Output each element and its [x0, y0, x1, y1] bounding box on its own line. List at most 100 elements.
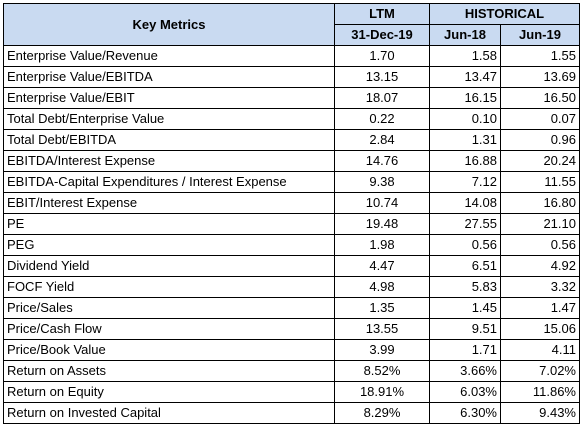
table-row: EBITDA-Capital Expenditures / Interest E…: [3, 171, 580, 193]
historical-jun19-cell: 4.92: [500, 255, 580, 277]
metric-name-cell: PEG: [3, 234, 335, 256]
metric-name-cell: Return on Assets: [3, 360, 335, 382]
historical-jun18-cell: 9.51: [429, 318, 501, 340]
historical-jun19-cell: 0.96: [500, 129, 580, 151]
ltm-value-cell: 9.38: [334, 171, 430, 193]
ltm-value-cell: 8.52%: [334, 360, 430, 382]
header-row-bottom: 31-Dec-19 Jun-18 Jun-19: [4, 24, 580, 46]
metric-name-cell: EBIT/Interest Expense: [3, 192, 335, 214]
historical-jun19-cell: 3.32: [500, 276, 580, 298]
table-row: Total Debt/Enterprise Value 0.22 0.10 0.07: [3, 108, 580, 130]
metric-name-cell: Price/Sales: [3, 297, 335, 319]
table-row: Return on Equity 18.91% 6.03% 11.86%: [3, 381, 580, 403]
historical-jun18-cell: 14.08: [429, 192, 501, 214]
historical-jun18-cell: 6.30%: [429, 402, 501, 424]
ltm-value-cell: 8.29%: [334, 402, 430, 424]
historical-col1-heading: Jun-18: [429, 24, 501, 46]
historical-jun19-cell: 11.55: [500, 171, 580, 193]
ltm-value-cell: 19.48: [334, 213, 430, 235]
historical-jun18-cell: 1.31: [429, 129, 501, 151]
metric-name-cell: Total Debt/EBITDA: [3, 129, 335, 151]
historical-jun19-cell: 0.07: [500, 108, 580, 130]
historical-col2-heading: Jun-19: [500, 24, 580, 46]
ltm-value-cell: 10.74: [334, 192, 430, 214]
ltm-value-cell: 18.07: [334, 87, 430, 109]
ltm-value-cell: 4.98: [334, 276, 430, 298]
historical-jun18-cell: 1.45: [429, 297, 501, 319]
table-row: PE 19.48 27.55 21.10: [3, 213, 580, 235]
historical-jun18-cell: 6.51: [429, 255, 501, 277]
historical-jun18-cell: 1.71: [429, 339, 501, 361]
historical-jun18-cell: 7.12: [429, 171, 501, 193]
metric-name-cell: FOCF Yield: [3, 276, 335, 298]
historical-jun19-cell: 21.10: [500, 213, 580, 235]
metric-name-cell: Total Debt/Enterprise Value: [3, 108, 335, 130]
table-row: Price/Sales 1.35 1.45 1.47: [3, 297, 580, 319]
historical-jun19-cell: 0.56: [500, 234, 580, 256]
table-row: EBITDA/Interest Expense 14.76 16.88 20.24: [3, 150, 580, 172]
metric-name-cell: Return on Invested Capital: [3, 402, 335, 424]
table-row: Enterprise Value/EBIT 18.07 16.15 16.50: [3, 87, 580, 109]
metric-name-cell: Return on Equity: [3, 381, 335, 403]
ltm-value-cell: 14.76: [334, 150, 430, 172]
metric-name-cell: Dividend Yield: [3, 255, 335, 277]
metric-name-cell: Enterprise Value/Revenue: [3, 45, 335, 67]
key-metrics-table: Key Metrics LTM HISTORICAL 31-Dec-19 Jun…: [3, 3, 580, 424]
historical-jun18-cell: 27.55: [429, 213, 501, 235]
historical-jun19-cell: 11.86%: [500, 381, 580, 403]
ltm-value-cell: 4.47: [334, 255, 430, 277]
metric-name-cell: Enterprise Value/EBIT: [3, 87, 335, 109]
historical-jun19-cell: 9.43%: [500, 402, 580, 424]
table-row: Total Debt/EBITDA 2.84 1.31 0.96: [3, 129, 580, 151]
table-row: Enterprise Value/Revenue 1.70 1.58 1.55: [3, 45, 580, 67]
historical-jun19-cell: 1.47: [500, 297, 580, 319]
table-row: Return on Assets 8.52% 3.66% 7.02%: [3, 360, 580, 382]
historical-jun19-cell: 7.02%: [500, 360, 580, 382]
historical-jun18-cell: 5.83: [429, 276, 501, 298]
ltm-value-cell: 1.35: [334, 297, 430, 319]
ltm-value-cell: 1.70: [334, 45, 430, 67]
historical-heading: HISTORICAL: [429, 3, 580, 25]
table-header: Key Metrics LTM HISTORICAL 31-Dec-19 Jun…: [3, 3, 580, 46]
ltm-value-cell: 2.84: [334, 129, 430, 151]
table-row: Price/Book Value 3.99 1.71 4.11: [3, 339, 580, 361]
metric-name-cell: Enterprise Value/EBITDA: [3, 66, 335, 88]
historical-jun18-cell: 16.88: [429, 150, 501, 172]
ltm-value-cell: 0.22: [334, 108, 430, 130]
table-body: Enterprise Value/Revenue 1.70 1.58 1.55 Ente…: [3, 45, 580, 424]
historical-jun19-cell: 15.06: [500, 318, 580, 340]
ltm-value-cell: 1.98: [334, 234, 430, 256]
header-row-top: Key Metrics LTM HISTORICAL: [3, 3, 580, 46]
ltm-value-cell: 13.15: [334, 66, 430, 88]
metric-name-cell: PE: [3, 213, 335, 235]
metric-name-cell: EBITDA-Capital Expenditures / Interest E…: [3, 171, 335, 193]
table-row: Price/Cash Flow 13.55 9.51 15.06: [3, 318, 580, 340]
metric-name-cell: EBITDA/Interest Expense: [3, 150, 335, 172]
historical-jun18-cell: 0.56: [429, 234, 501, 256]
historical-jun18-cell: 3.66%: [429, 360, 501, 382]
table-row: Dividend Yield 4.47 6.51 4.92: [3, 255, 580, 277]
historical-jun18-cell: 13.47: [429, 66, 501, 88]
ltm-value-cell: 18.91%: [334, 381, 430, 403]
historical-jun19-cell: 16.80: [500, 192, 580, 214]
table-row: PEG 1.98 0.56 0.56: [3, 234, 580, 256]
ltm-date-heading: 31-Dec-19: [334, 24, 430, 46]
key-metrics-heading: Key Metrics: [3, 3, 335, 46]
metric-name-cell: Price/Cash Flow: [3, 318, 335, 340]
table-row: EBIT/Interest Expense 10.74 14.08 16.80: [3, 192, 580, 214]
historical-jun18-cell: 1.58: [429, 45, 501, 67]
historical-jun19-cell: 16.50: [500, 87, 580, 109]
ltm-heading: LTM: [334, 3, 430, 25]
table-row: FOCF Yield 4.98 5.83 3.32: [3, 276, 580, 298]
historical-jun18-cell: 16.15: [429, 87, 501, 109]
historical-jun18-cell: 0.10: [429, 108, 501, 130]
ltm-value-cell: 13.55: [334, 318, 430, 340]
historical-jun18-cell: 6.03%: [429, 381, 501, 403]
historical-jun19-cell: 1.55: [500, 45, 580, 67]
historical-jun19-cell: 4.11: [500, 339, 580, 361]
metric-name-cell: Price/Book Value: [3, 339, 335, 361]
table-row: Return on Invested Capital 8.29% 6.30% 9.43…: [3, 402, 580, 424]
historical-jun19-cell: 20.24: [500, 150, 580, 172]
table-row: Enterprise Value/EBITDA 13.15 13.47 13.69: [3, 66, 580, 88]
ltm-value-cell: 3.99: [334, 339, 430, 361]
